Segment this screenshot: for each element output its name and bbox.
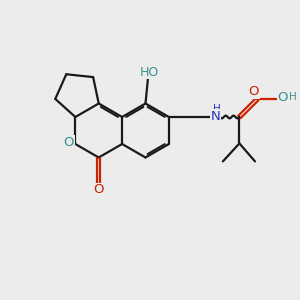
Text: O: O bbox=[278, 91, 288, 104]
Text: O: O bbox=[64, 136, 74, 149]
Text: N: N bbox=[211, 110, 220, 123]
Text: O: O bbox=[248, 85, 259, 98]
Text: H: H bbox=[289, 92, 297, 103]
Text: H: H bbox=[213, 104, 220, 115]
Text: HO: HO bbox=[140, 66, 159, 79]
Text: O: O bbox=[94, 183, 104, 196]
